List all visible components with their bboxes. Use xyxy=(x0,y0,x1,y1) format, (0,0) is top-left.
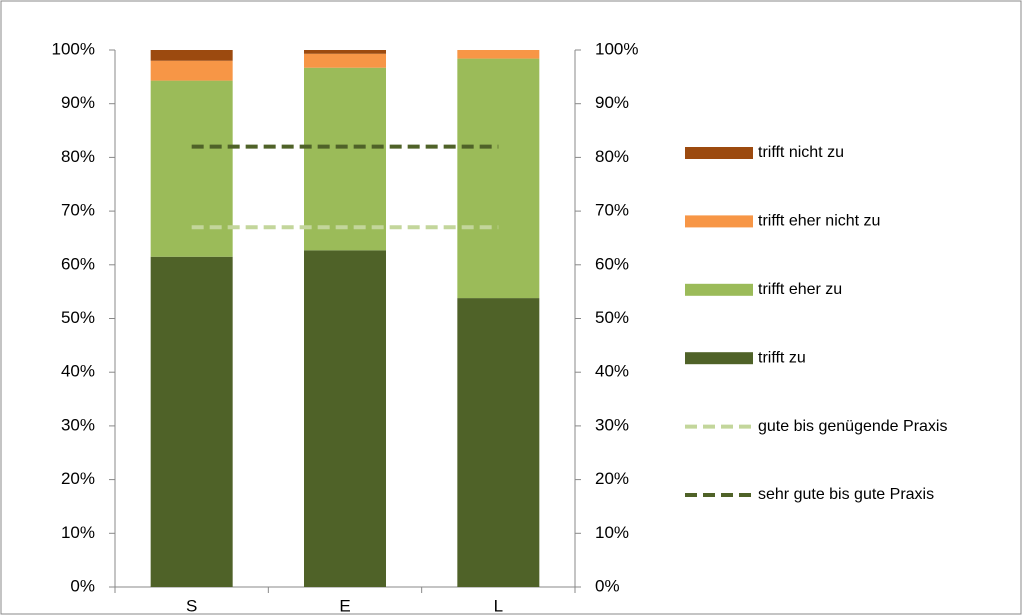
bar-segment xyxy=(304,250,386,587)
bar-segment xyxy=(457,58,540,299)
y2-tick-label: 0% xyxy=(595,576,620,595)
x-tick-label: S xyxy=(186,596,197,615)
bar-segment xyxy=(150,80,233,257)
y-tick-label: 60% xyxy=(61,254,95,273)
y-tick-label: 20% xyxy=(61,469,95,488)
legend-label: gute bis genügende Praxis xyxy=(758,418,947,435)
y-tick-label: 0% xyxy=(70,576,95,595)
legend-swatch xyxy=(685,147,753,159)
legend-label: trifft eher nicht zu xyxy=(758,213,880,230)
bar-segment xyxy=(304,50,386,54)
bar-segment xyxy=(150,256,233,587)
y2-tick-label: 90% xyxy=(595,93,629,112)
legend-label: sehr gute bis gute Praxis xyxy=(758,486,934,503)
y2-tick-label: 70% xyxy=(595,201,629,220)
bar-segment xyxy=(304,53,386,68)
y2-tick-label: 20% xyxy=(595,469,629,488)
y-tick-label: 80% xyxy=(61,147,95,166)
y-tick-label: 50% xyxy=(61,308,95,327)
x-tick-label: L xyxy=(494,596,503,615)
x-tick-label: E xyxy=(339,596,350,615)
y-tick-label: 10% xyxy=(61,523,95,542)
bar-segment xyxy=(457,50,540,59)
bar-segment xyxy=(304,67,386,251)
legend-swatch xyxy=(685,352,753,365)
bar-segment xyxy=(150,60,233,81)
y-tick-label: 40% xyxy=(61,362,95,381)
y-tick-label: 30% xyxy=(61,415,95,434)
legend-label: trifft nicht zu xyxy=(758,144,844,161)
legend-swatch xyxy=(685,283,753,296)
y2-tick-label: 60% xyxy=(595,254,629,273)
legend-label: trifft eher zu xyxy=(758,281,842,298)
y2-tick-label: 40% xyxy=(595,362,629,381)
y-tick-label: 100% xyxy=(52,39,95,58)
legend-swatch xyxy=(685,215,753,228)
y2-tick-label: 30% xyxy=(595,415,629,434)
bar-segment xyxy=(150,50,233,61)
y2-tick-label: 50% xyxy=(595,308,629,327)
y2-tick-label: 10% xyxy=(595,523,629,542)
y2-tick-label: 80% xyxy=(595,147,629,166)
legend: trifft nicht zu trifft eher nicht zu triff… xyxy=(685,144,947,503)
y-tick-label: 90% xyxy=(61,93,95,112)
legend-label: trifft zu xyxy=(758,349,806,366)
y-tick-label: 70% xyxy=(61,201,95,220)
bar-segment xyxy=(457,298,540,587)
y2-tick-label: 100% xyxy=(595,39,638,58)
